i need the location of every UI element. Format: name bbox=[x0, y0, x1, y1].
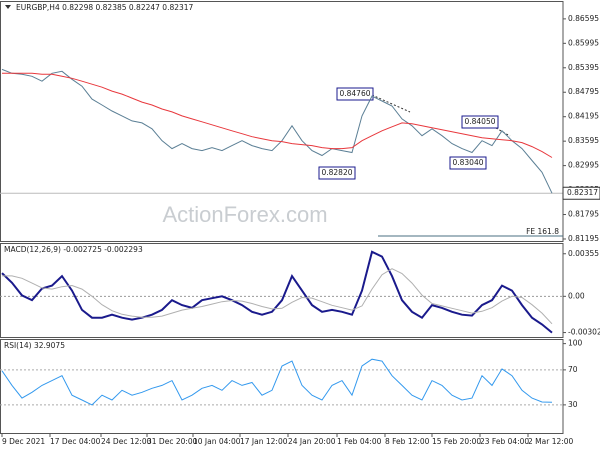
annotation-box bbox=[318, 166, 356, 180]
x-tick-label: 1 Feb 04:00 bbox=[337, 437, 382, 446]
y-tick-label: 70 bbox=[568, 365, 578, 374]
y-tick-label: 100 bbox=[568, 339, 583, 348]
x-tick-label: 24 Jan 20:00 bbox=[288, 437, 336, 446]
x-tick-label: 17 Jan 12:00 bbox=[240, 437, 288, 446]
x-tick-label: 31 Dec 20:00 bbox=[147, 437, 198, 446]
y-tick-label: 0.82995 bbox=[568, 161, 599, 170]
x-tick-label: 8 Feb 12:00 bbox=[385, 437, 430, 446]
y-tick-label: 0.81795 bbox=[568, 210, 599, 219]
y-tick-label: 30 bbox=[568, 400, 578, 409]
annotation: 0.84760 bbox=[339, 89, 370, 98]
x-tick-label: 9 Dec 2021 bbox=[2, 437, 45, 446]
last-price: 0.82317 bbox=[567, 188, 598, 197]
x-tick-label: 23 Feb 04:00 bbox=[480, 437, 529, 446]
series-line bbox=[2, 72, 553, 158]
macd-panel bbox=[0, 243, 564, 338]
series-line bbox=[1, 358, 553, 406]
x-tick-label: 24 Dec 12:00 bbox=[101, 437, 152, 446]
annotation-box bbox=[336, 87, 374, 101]
y-tick-label: 0.84795 bbox=[568, 87, 599, 96]
annotation: FE 161.8 bbox=[526, 227, 559, 236]
price-panel bbox=[0, 1, 564, 242]
y-tick-label: -0.003023 bbox=[568, 328, 600, 337]
annotation-box bbox=[461, 115, 499, 129]
rsi-title: RSI(14) 32.9075 bbox=[4, 341, 65, 350]
x-tick-label: 17 Dec 04:00 bbox=[50, 437, 101, 446]
annotation: 0.82820 bbox=[321, 168, 352, 177]
rsi-panel bbox=[0, 339, 564, 434]
y-tick-label: 0.86595 bbox=[568, 14, 599, 23]
y-tick-label: 0.85395 bbox=[568, 63, 599, 72]
series-line bbox=[1, 250, 553, 334]
series-line bbox=[1, 68, 553, 194]
annotation: 0.84050 bbox=[464, 117, 495, 126]
x-tick-label: 10 Jan 04:00 bbox=[193, 437, 241, 446]
watermark: ActionForex.com bbox=[162, 202, 327, 227]
last-price-box bbox=[562, 186, 600, 200]
y-tick-label: 0.00355 bbox=[568, 249, 599, 258]
macd-title: MACD(12,26,9) -0.002725 -0.002293 bbox=[4, 245, 143, 254]
y-tick-label: 0.83595 bbox=[568, 136, 599, 145]
x-tick-label: 15 Feb 20:00 bbox=[432, 437, 481, 446]
y-tick-label: 0.00 bbox=[568, 291, 585, 300]
y-tick-label: 0.85995 bbox=[568, 38, 599, 47]
series-line bbox=[2, 268, 553, 325]
symbol-icon bbox=[5, 5, 11, 9]
y-tick-label: 0.84195 bbox=[568, 112, 599, 121]
y-tick-label: 0.81195 bbox=[568, 234, 599, 243]
annotation-box bbox=[449, 156, 487, 170]
x-tick-label: 2 Mar 12:00 bbox=[528, 437, 574, 446]
chart-title: EURGBP,H4 0.82298 0.82385 0.82247 0.8231… bbox=[16, 3, 194, 12]
annotation: 0.83040 bbox=[452, 158, 483, 167]
